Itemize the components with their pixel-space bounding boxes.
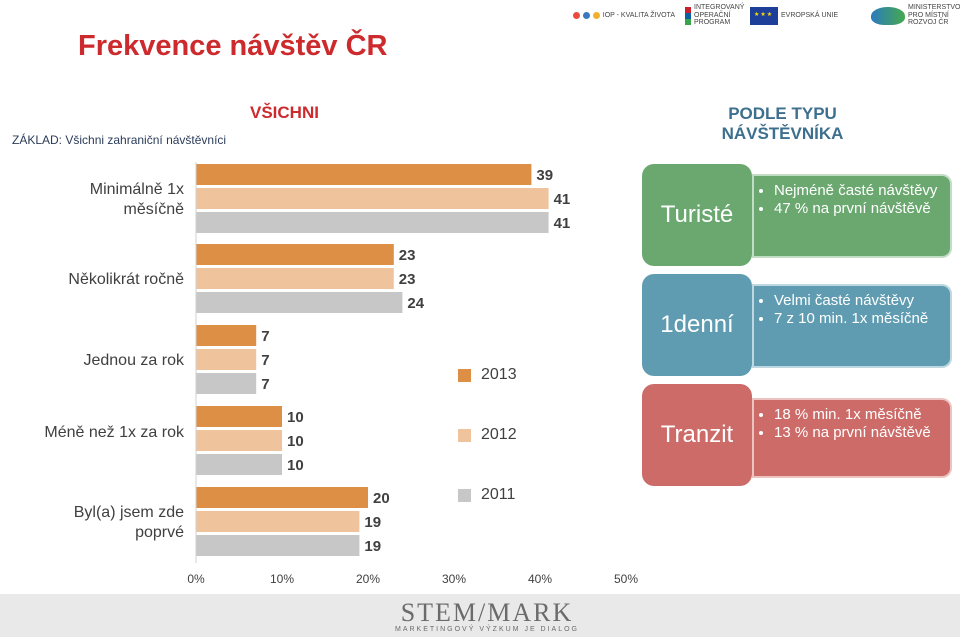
data-label: 10: [287, 457, 304, 474]
partner-logos: IOP - KVALITA ŽIVOTA INTEGROVANÝ OPERAČN…: [572, 4, 960, 27]
type-label-tranzit: Tranzit: [642, 384, 752, 486]
data-label: 24: [407, 295, 424, 312]
category-label: Jednou za rok: [83, 352, 184, 369]
bar-2013: [196, 244, 394, 265]
legend-swatch: [458, 428, 471, 442]
data-label: 7: [261, 352, 269, 369]
data-label: 19: [364, 514, 381, 531]
data-label: 10: [287, 433, 304, 450]
legend-label: 2012: [481, 426, 517, 443]
x-tick-label: 10%: [270, 572, 294, 586]
legend-label: 2011: [481, 486, 516, 503]
bullet-item: 18 % min. 1x měsíčně: [774, 406, 944, 424]
bar-2012: [196, 268, 394, 289]
bar-2012: [196, 188, 549, 209]
op-logo-text: INTEGROVANÝ OPERAČNÍ PROGRAM: [694, 4, 745, 27]
bullet-list: 18 % min. 1x měsíčně 13 % na první návšt…: [760, 406, 944, 442]
mmr-logo-text: MINISTERSTVO PRO MÍSTNÍ ROZVOJ ČR: [908, 4, 960, 27]
data-label: 7: [261, 328, 269, 345]
type-box-tranzit: 18 % min. 1x měsíčně 13 % na první návšt…: [752, 398, 952, 478]
bar-2011: [196, 373, 257, 394]
data-label: 20: [373, 490, 390, 507]
op-logo: INTEGROVANÝ OPERAČNÍ PROGRAM: [685, 4, 745, 27]
section-heading-all: VŠICHNI: [250, 103, 319, 122]
iop-logo: IOP - KVALITA ŽIVOTA: [572, 11, 675, 20]
type-box-1denni: Velmi časté návštěvy 7 z 10 min. 1x měsí…: [752, 284, 952, 368]
legend-item-2012: 2012: [458, 426, 517, 444]
bar-2012: [196, 430, 282, 451]
bar-2011: [196, 212, 549, 233]
data-label: 41: [554, 191, 571, 208]
bar-2012: [196, 349, 257, 370]
footer-logo: STEM/MARK MARKETINGOVÝ VÝZKUM JE DIALOG: [392, 598, 582, 633]
eu-flag-icon: [750, 6, 778, 25]
data-label: 19: [364, 538, 381, 555]
type-label-turiste: Turisté: [642, 164, 752, 266]
bar-2013: [196, 406, 282, 427]
eu-logo-text: EVROPSKÁ UNIE: [781, 11, 839, 19]
data-label: 7: [261, 376, 269, 393]
logo-dot-icon: [572, 12, 580, 20]
footer-brand: STEM/MARK: [400, 598, 574, 627]
mmr-emblem-icon: [871, 6, 905, 25]
x-tick-label: 20%: [356, 572, 380, 586]
type-box-turiste: Nejméně časté návštěvy 47 % na první náv…: [752, 174, 952, 258]
bar-2013: [196, 164, 532, 185]
data-label: 23: [399, 247, 416, 264]
iop-logo-text: IOP - KVALITA ŽIVOTA: [602, 11, 675, 19]
category-label: Byl(a) jsem zde poprvé: [73, 504, 184, 541]
x-tick-label: 50%: [614, 572, 638, 586]
bar-2011: [196, 292, 403, 313]
x-tick-label: 30%: [442, 572, 466, 586]
category-label: Několikrát ročně: [68, 271, 184, 288]
data-label: 39: [536, 167, 553, 184]
type-label-1denni: 1denní: [642, 274, 752, 376]
op-stripe-icon: [685, 6, 691, 25]
base-note: ZÁKLAD: Všichni zahraniční návštěvníci: [12, 133, 227, 147]
bullet-item: Velmi časté návštěvy: [774, 292, 944, 310]
bullet-item: 47 % na první návštěvě: [774, 200, 944, 218]
bar-2013: [196, 487, 368, 508]
bar-2011: [196, 454, 282, 475]
bar-2013: [196, 325, 257, 346]
bullet-list: Velmi časté návštěvy 7 z 10 min. 1x měsí…: [760, 292, 944, 328]
footer-band: [0, 594, 960, 637]
bullet-item: 7 z 10 min. 1x měsíčně: [774, 310, 944, 328]
legend-item-2011: 2011: [458, 486, 515, 504]
bullet-item: Nejméně časté návštěvy: [774, 182, 944, 200]
x-tick-label: 40%: [528, 572, 552, 586]
legend-label: 2013: [481, 366, 517, 383]
data-label: 23: [399, 271, 416, 288]
logo-dot-icon: [582, 12, 590, 20]
category-label: Minimálně 1x měsíčně: [89, 181, 184, 218]
data-label: 10: [287, 409, 304, 426]
category-label: Méně než 1x za rok: [44, 424, 184, 441]
mmr-logo: MINISTERSTVO PRO MÍSTNÍ ROZVOJ ČR: [871, 4, 960, 27]
legend-swatch: [458, 488, 471, 502]
section-heading-type: PODLE TYPU NÁVŠTĚVNÍKA: [721, 104, 844, 143]
bar-2011: [196, 535, 360, 556]
bullet-list: Nejméně časté návštěvy 47 % na první náv…: [760, 182, 944, 218]
bar-2012: [196, 511, 360, 532]
logo-dot-icon: [592, 12, 600, 20]
legend-swatch: [458, 368, 471, 382]
x-tick-label: 0%: [187, 572, 205, 586]
page-title: Frekvence návštěv ČR: [78, 30, 388, 62]
data-label: 41: [554, 215, 571, 232]
footer-tagline: MARKETINGOVÝ VÝZKUM JE DIALOG: [394, 626, 580, 633]
legend-item-2013: 2013: [458, 366, 517, 384]
bullet-item: 13 % na první návštěvě: [774, 424, 944, 442]
eu-logo: EVROPSKÁ UNIE: [750, 6, 861, 25]
